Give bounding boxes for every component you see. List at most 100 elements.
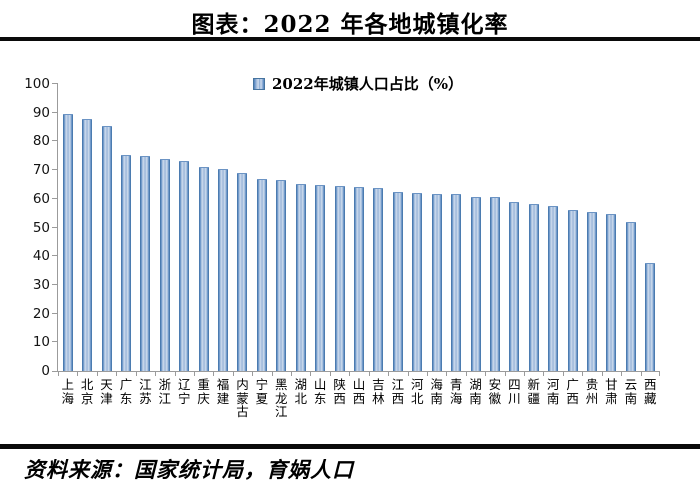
bar bbox=[101, 125, 112, 371]
x-axis-category-label: 四 川 bbox=[508, 377, 521, 406]
x-axis-category-label: 黑 龙 江 bbox=[275, 377, 288, 419]
y-axis-tick bbox=[52, 341, 58, 343]
x-axis-tick bbox=[116, 371, 118, 376]
x-axis-tick bbox=[524, 371, 526, 376]
bar bbox=[373, 188, 384, 371]
x-axis-tick bbox=[232, 371, 234, 376]
x-axis-category-label: 湖 北 bbox=[294, 377, 307, 406]
x-axis-tick bbox=[174, 371, 176, 376]
x-axis-tick bbox=[349, 371, 351, 376]
x-axis-category-label: 辽 宁 bbox=[177, 377, 191, 406]
x-axis-category-label: 新 疆 bbox=[527, 377, 541, 406]
bar bbox=[470, 196, 481, 371]
x-axis-category-label: 浙 江 bbox=[158, 377, 172, 406]
y-axis-tick bbox=[52, 255, 58, 257]
bar bbox=[82, 118, 93, 371]
bar bbox=[256, 179, 267, 371]
bar bbox=[509, 202, 520, 371]
x-axis-category-label: 江 西 bbox=[391, 377, 405, 406]
y-axis-label: 20 bbox=[32, 305, 50, 322]
bar bbox=[179, 161, 190, 371]
x-axis-category-label: 海 南 bbox=[430, 377, 443, 406]
x-axis-category-label: 贵 州 bbox=[585, 377, 599, 406]
bar bbox=[140, 156, 151, 371]
x-axis-category-label: 江 苏 bbox=[139, 377, 152, 406]
y-axis-label: 60 bbox=[32, 190, 50, 207]
x-axis-category-label: 云 南 bbox=[624, 377, 638, 406]
bar bbox=[548, 206, 559, 371]
y-axis-tick bbox=[52, 283, 58, 285]
y-axis-label: 0 bbox=[41, 363, 50, 379]
x-axis-category-label: 河 北 bbox=[410, 377, 424, 406]
x-axis-tick bbox=[271, 371, 273, 376]
x-axis-tick bbox=[426, 371, 428, 376]
bar bbox=[159, 159, 170, 371]
x-axis-category-label: 福 建 bbox=[216, 377, 230, 406]
x-axis-tick bbox=[193, 371, 195, 376]
x-axis-tick bbox=[329, 371, 331, 376]
x-axis-category-label: 山 西 bbox=[352, 377, 366, 406]
legend-label: 2022年城镇人口占比（%） bbox=[271, 75, 463, 93]
y-axis-label: 70 bbox=[32, 162, 50, 179]
bar bbox=[218, 168, 229, 371]
x-axis-tick bbox=[135, 371, 137, 376]
x-axis-category-label: 北 京 bbox=[80, 377, 94, 406]
x-axis-category-label: 上 海 bbox=[61, 377, 74, 406]
y-axis-tick bbox=[52, 226, 58, 228]
x-axis-tick bbox=[601, 371, 603, 376]
x-axis-tick bbox=[77, 371, 79, 376]
bar bbox=[276, 180, 287, 371]
y-axis-tick bbox=[52, 169, 58, 171]
bar bbox=[606, 214, 617, 371]
top-divider bbox=[0, 37, 700, 41]
x-axis-tick bbox=[310, 371, 312, 376]
bar bbox=[489, 197, 500, 371]
x-axis-tick bbox=[155, 371, 157, 376]
bar bbox=[315, 184, 326, 371]
bar bbox=[392, 191, 403, 371]
x-axis-tick bbox=[388, 371, 390, 376]
page-title: 图表：2022 年各地城镇化率 bbox=[191, 11, 509, 38]
bar bbox=[645, 262, 656, 371]
x-axis-category-label: 湖 南 bbox=[469, 377, 482, 406]
bar bbox=[431, 193, 442, 371]
y-axis-label: 10 bbox=[32, 334, 50, 351]
chart-legend: 2022年城镇人口占比（%） bbox=[57, 73, 659, 94]
x-axis-category-label: 内 蒙 古 bbox=[236, 377, 249, 419]
bar bbox=[451, 193, 462, 371]
x-axis-tick bbox=[465, 371, 467, 376]
x-axis-category-label: 宁 夏 bbox=[255, 377, 269, 406]
x-axis-tick bbox=[58, 371, 59, 376]
y-axis-tick bbox=[52, 197, 58, 199]
bar bbox=[354, 186, 364, 371]
source-note: 资料来源：国家统计局，育娲人口 bbox=[24, 457, 354, 482]
bar bbox=[62, 113, 73, 371]
bar bbox=[587, 211, 598, 371]
y-axis-label: 30 bbox=[32, 276, 50, 293]
y-axis-tick bbox=[52, 371, 58, 372]
y-axis-label: 50 bbox=[32, 219, 50, 236]
plot-area: 0 10 20 30 40 50 60 70 80 90 100 上 海北 京天 津广 东江 苏浙 江… bbox=[24, 76, 660, 418]
y-axis-label: 80 bbox=[32, 133, 50, 150]
x-axis-tick bbox=[96, 371, 98, 376]
x-axis-tick bbox=[621, 371, 623, 376]
bar bbox=[198, 166, 209, 371]
y-axis-label: 100 bbox=[24, 76, 50, 92]
y-axis-tick bbox=[52, 312, 58, 314]
x-axis-category-label: 吉 林 bbox=[372, 377, 385, 406]
x-axis-tick bbox=[562, 371, 564, 376]
x-axis-category-label: 山 东 bbox=[313, 377, 327, 406]
y-axis-label: 40 bbox=[32, 248, 50, 265]
legend-swatch-icon bbox=[252, 77, 265, 90]
x-axis-tick bbox=[252, 371, 254, 376]
x-axis-category-label: 西 藏 bbox=[644, 377, 657, 406]
bar bbox=[625, 221, 636, 371]
x-axis-category-label: 甘 肃 bbox=[605, 377, 618, 406]
x-axis-tick bbox=[407, 371, 409, 376]
x-axis-tick bbox=[659, 371, 660, 376]
x-axis-tick bbox=[543, 371, 545, 376]
x-axis-category-label: 广 东 bbox=[119, 377, 133, 406]
x-axis-tick bbox=[291, 371, 293, 376]
bar bbox=[334, 186, 345, 371]
x-axis-category-label: 陕 西 bbox=[333, 377, 346, 406]
